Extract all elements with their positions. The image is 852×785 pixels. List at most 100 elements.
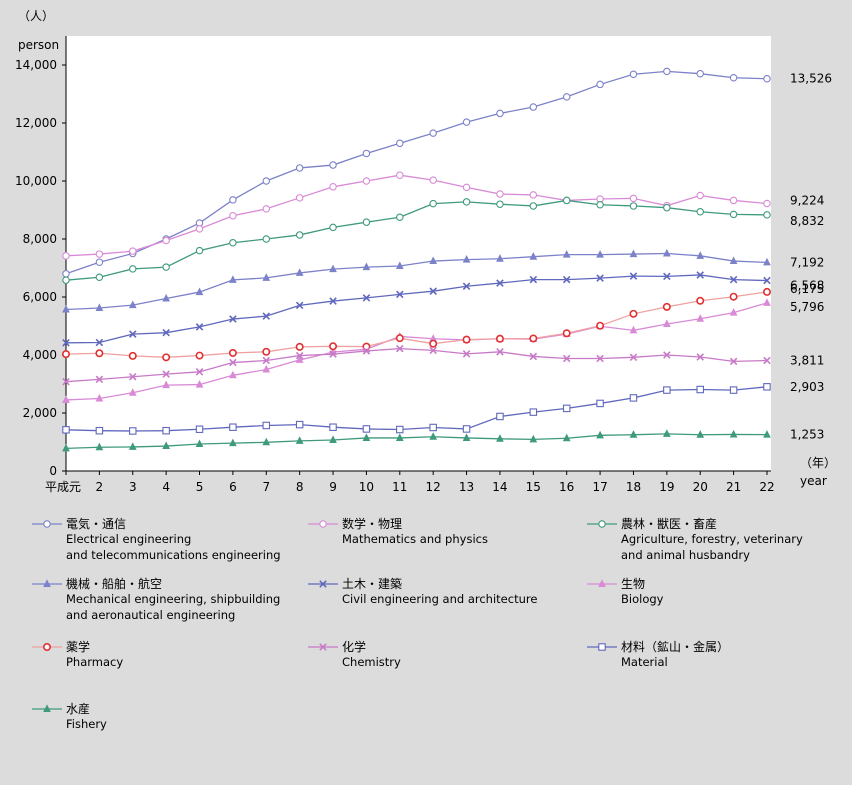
data-point — [429, 129, 437, 137]
data-point — [429, 339, 438, 348]
end-labels: 13,526 9,224 8,832 7,192 6,568 5,796 6,175 3,81… — [790, 72, 832, 442]
x-tick-label: 10 — [359, 480, 374, 494]
data-point — [762, 287, 771, 296]
data-point — [629, 272, 638, 280]
data-point — [462, 183, 471, 192]
x-tick-label: 17 — [592, 480, 607, 494]
data-point — [162, 293, 170, 302]
legend-label-ja: 機械・船舶・航空 — [66, 576, 162, 591]
end-value-label: 8,832 — [790, 214, 824, 228]
legend-label-ja: 農林・獣医・畜産 — [621, 516, 717, 531]
data-point — [162, 236, 170, 245]
x-tick-label: 4 — [162, 480, 170, 494]
data-point — [696, 191, 704, 200]
data-point — [596, 201, 604, 209]
data-point — [362, 177, 371, 185]
data-point — [763, 199, 771, 208]
data-point — [562, 354, 571, 363]
data-point — [495, 334, 504, 343]
data-point — [629, 325, 638, 334]
data-point — [729, 386, 738, 394]
data-point — [462, 198, 471, 206]
y-unit-label-ja: （人） — [18, 9, 54, 23]
series-9 — [62, 383, 771, 435]
data-point — [396, 171, 404, 179]
data-point — [61, 350, 70, 359]
data-point — [663, 386, 671, 394]
legend-swatch-marker — [319, 580, 327, 588]
data-point — [162, 263, 170, 271]
x-tick-label: 8 — [296, 480, 304, 494]
series-10 — [62, 429, 771, 452]
data-point — [95, 349, 104, 358]
end-value-label: 5,796 — [790, 300, 824, 314]
data-point — [729, 275, 738, 284]
data-point — [195, 351, 204, 360]
data-point — [629, 309, 638, 318]
legend-swatch-marker — [43, 704, 51, 712]
legend-label-en: Mathematics and physics — [342, 532, 488, 546]
data-point — [195, 425, 204, 433]
end-value-label: 1,253 — [790, 428, 824, 442]
legend-label-en: Chemistry — [342, 655, 401, 669]
end-value-label: 6,568 — [790, 279, 824, 293]
data-point — [95, 273, 104, 282]
series-line — [65, 174, 768, 257]
series-lines — [61, 67, 771, 452]
data-point — [662, 429, 671, 437]
data-point — [729, 357, 738, 366]
legend-label-ja: 生物 — [621, 577, 645, 591]
data-point — [763, 298, 771, 306]
series-line — [65, 302, 768, 401]
data-point — [95, 442, 104, 451]
data-point — [329, 264, 337, 273]
data-point — [329, 161, 337, 169]
data-point — [329, 297, 337, 305]
x-tick-label: 5 — [196, 480, 204, 494]
x-axis-ticks: 平成元 2 3 4 5 6 7 8 9 10 11 12 13 14 15 16 17 18 19 20 21 22 — [45, 470, 775, 494]
data-point — [763, 383, 771, 391]
data-point — [729, 292, 738, 301]
x-tick-label: 7 — [262, 480, 270, 494]
series-line — [65, 252, 768, 311]
data-point — [262, 177, 271, 185]
data-point — [729, 429, 738, 438]
legend-swatch-marker — [319, 643, 327, 651]
data-point — [262, 421, 271, 430]
x-tick-label: 20 — [693, 480, 708, 494]
data-point — [462, 118, 471, 126]
data-point — [529, 275, 538, 284]
data-point — [429, 287, 437, 295]
x-tick-label: 3 — [129, 480, 137, 494]
legend-swatch-marker — [598, 643, 606, 651]
data-point — [562, 196, 571, 205]
y-axis-ticks: 0 2,000 4,000 6,000 8,000 10,000 12,000 14,000 — [15, 36, 67, 478]
end-value-label: 3,811 — [790, 353, 824, 367]
data-point — [562, 329, 571, 338]
data-point — [562, 250, 571, 258]
series-3 — [62, 196, 771, 284]
data-point — [629, 249, 638, 258]
data-point — [396, 425, 404, 434]
data-point — [663, 351, 671, 359]
data-point — [662, 319, 671, 327]
data-point — [329, 350, 337, 358]
data-point — [763, 356, 771, 365]
data-point — [62, 377, 70, 386]
data-point — [696, 296, 705, 305]
end-value-label: 7,192 — [790, 255, 824, 269]
data-point — [262, 356, 271, 365]
data-point — [395, 433, 404, 441]
legend-label-ja: 材料（鉱山・金属） — [621, 639, 729, 654]
data-point — [162, 426, 170, 435]
data-point — [195, 287, 204, 296]
data-point — [596, 250, 604, 258]
data-point — [496, 190, 504, 198]
data-point — [229, 275, 237, 283]
